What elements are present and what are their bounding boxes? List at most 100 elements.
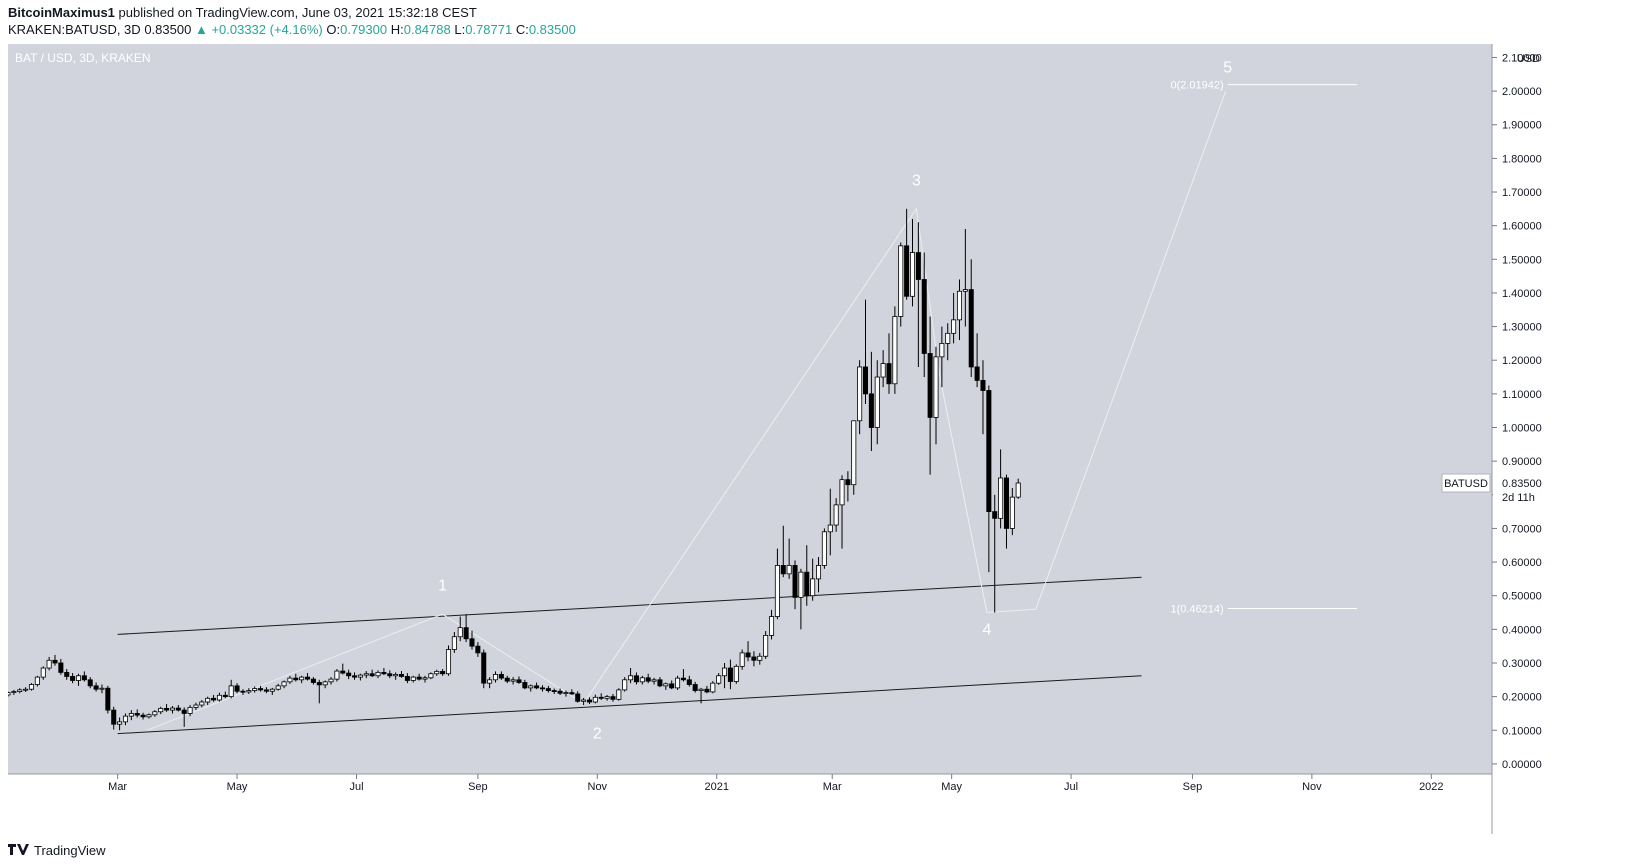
candle-down bbox=[1003, 477, 1009, 529]
y-tick-label: 0.70000 bbox=[1502, 523, 1542, 535]
candle-up bbox=[810, 578, 816, 597]
candle-up bbox=[363, 673, 369, 676]
candle-down bbox=[904, 245, 910, 297]
candle-up bbox=[833, 504, 839, 526]
candle-up bbox=[487, 679, 493, 684]
candle-down bbox=[234, 685, 240, 692]
candle-down bbox=[680, 677, 686, 681]
candle-up bbox=[40, 667, 46, 678]
y-tick-label: 2.10000 bbox=[1502, 52, 1542, 64]
price-axis-panel[interactable] bbox=[1492, 44, 1619, 834]
candle-down bbox=[792, 565, 798, 598]
candle-down bbox=[64, 672, 70, 677]
y-tick-label: 1.60000 bbox=[1502, 221, 1542, 233]
candle-up bbox=[281, 681, 287, 687]
candle-down bbox=[498, 674, 504, 679]
candle-up bbox=[152, 711, 158, 716]
candle-down bbox=[181, 709, 187, 714]
candle-down bbox=[164, 708, 170, 711]
candle-up bbox=[357, 674, 363, 678]
candle-up bbox=[821, 531, 827, 566]
candle-down bbox=[516, 679, 522, 683]
candle-down bbox=[404, 676, 410, 681]
candle-up bbox=[839, 479, 845, 506]
y-tick-label: 0.20000 bbox=[1502, 692, 1542, 704]
wave-label: 2 bbox=[593, 726, 602, 743]
x-tick-label: 2022 bbox=[1419, 781, 1443, 793]
candle-up bbox=[774, 565, 780, 617]
x-tick-label: Mar bbox=[108, 781, 127, 793]
price-tag-layer: BATUSD 0.83500 2d 11h bbox=[1441, 473, 1563, 507]
y-tick-label: 1.90000 bbox=[1502, 120, 1542, 132]
fib-level-label: 1(0.46214) bbox=[1170, 603, 1223, 615]
candle-down bbox=[598, 696, 604, 699]
x-tick-label: Sep bbox=[468, 781, 488, 793]
candle-down bbox=[346, 672, 352, 677]
candle-up bbox=[5, 692, 11, 696]
candle-up bbox=[769, 616, 775, 636]
chart-header: BitcoinMaximus1 published on TradingView… bbox=[0, 0, 1627, 42]
candle-up bbox=[898, 245, 904, 317]
y-tick-label: 0.60000 bbox=[1502, 557, 1542, 569]
candle-up bbox=[874, 376, 880, 428]
candle-up bbox=[451, 636, 457, 650]
fib-level-label: 0(2.01942) bbox=[1170, 80, 1223, 92]
candle-up bbox=[457, 627, 463, 638]
channel-line-1 bbox=[117, 576, 1142, 635]
y-axis-layer: 2.10000 2.00000 1.90000 1.80000 1.70000 1.600… bbox=[1492, 52, 1542, 771]
x-axis-layer: Mar May Jul Sep Nov 2021 Mar May Jul Sep Nov 2022 bbox=[108, 774, 1444, 793]
candle-down bbox=[745, 652, 751, 658]
y-tick-label: 1.50000 bbox=[1502, 254, 1542, 266]
y-tick-label: 0.00000 bbox=[1502, 759, 1542, 771]
tradingview-logo-icon[interactable] bbox=[8, 842, 30, 859]
candle-up bbox=[827, 524, 833, 533]
footer-brand[interactable]: TradingView bbox=[34, 842, 106, 858]
candle-down bbox=[886, 363, 892, 385]
author-name[interactable]: BitcoinMaximus1 bbox=[8, 5, 115, 20]
candle-up bbox=[193, 704, 199, 708]
close-value: 0.83500 bbox=[528, 22, 576, 37]
change-arrow-icon: ▲ bbox=[194, 22, 208, 37]
candle-down bbox=[927, 353, 933, 418]
candle-up bbox=[592, 696, 598, 703]
candle-up bbox=[375, 672, 381, 677]
candle-up bbox=[23, 688, 29, 691]
candle-up bbox=[99, 687, 105, 690]
last-price: 0.83500 bbox=[144, 22, 192, 37]
candle-up bbox=[328, 678, 334, 683]
high-value: 0.84788 bbox=[403, 22, 451, 37]
candle-up bbox=[11, 691, 17, 693]
low-value: 0.78771 bbox=[465, 22, 513, 37]
candle-down bbox=[845, 479, 851, 486]
channel-line-2 bbox=[117, 675, 1142, 735]
candle-down bbox=[986, 390, 992, 513]
candle-up bbox=[334, 670, 340, 680]
candle-up bbox=[675, 677, 681, 689]
candle-up bbox=[128, 713, 134, 717]
candle-down bbox=[539, 687, 545, 690]
plot-background bbox=[8, 44, 1492, 774]
price-chart[interactable]: 0(2.01942) 1(0.46214) 1 2 3 4 5 2.10000 2.0000… bbox=[5, 44, 1619, 834]
candle-down bbox=[475, 645, 481, 654]
x-tick-label: Jul bbox=[349, 781, 363, 793]
symbol-label: KRAKEN:BATUSD, 3D bbox=[8, 22, 141, 37]
candle-down bbox=[915, 252, 921, 280]
candle-up bbox=[246, 690, 252, 693]
candle-down bbox=[140, 714, 146, 718]
candle-down bbox=[968, 289, 974, 368]
chart-area[interactable]: 0(2.01942) 1(0.46214) 1 2 3 4 5 2.10000 2.0000… bbox=[5, 44, 1619, 834]
candle-up bbox=[428, 673, 434, 679]
candle-down bbox=[545, 688, 551, 691]
candle-up bbox=[422, 677, 428, 680]
candle-down bbox=[258, 688, 264, 691]
chart-title: BAT / USD, 3D, KRAKEN bbox=[15, 51, 151, 65]
candle-down bbox=[293, 677, 299, 681]
candle-up bbox=[722, 667, 728, 677]
x-tick-label: Nov bbox=[1302, 781, 1322, 793]
candle-up bbox=[909, 252, 916, 297]
time-axis-panel[interactable] bbox=[8, 774, 1492, 834]
candle-down bbox=[645, 677, 651, 682]
open-value: 0.79300 bbox=[340, 22, 388, 37]
candle-down bbox=[504, 677, 510, 682]
candle-up bbox=[1015, 482, 1021, 498]
